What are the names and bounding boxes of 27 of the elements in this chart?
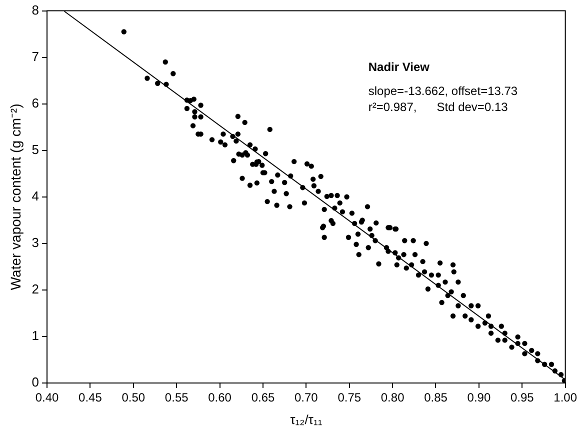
x-tick-label: 0.95 [510,390,534,405]
x-tick-label: 0.80 [380,390,405,405]
x-tick-label: 0.75 [338,390,362,405]
y-tick-label: 5 [32,142,40,157]
x-tick-label: 0.85 [424,390,448,405]
x-tick-label: 0.45 [78,390,102,405]
x-tick-label: 1.00 [554,390,578,405]
y-tick-label: 7 [32,48,40,64]
y-tick-label: 6 [32,95,40,110]
annotation: r²=0.987, Std dev=0.13 [368,100,508,114]
y-axis-title: Water vapour content (g cm⁻²) [7,104,24,290]
x-tick-label: 0.40 [35,390,60,405]
x-tick-label: 0.60 [208,390,232,405]
y-tick-label: 3 [32,235,40,250]
x-tick-label: 0.90 [467,390,491,405]
annotation: slope=-13.662, offset=13.73 [368,84,518,98]
y-tick-label: 4 [32,188,40,204]
y-tick-label: 2 [32,282,40,297]
x-axis-title: τ₁₂/τ₁₁ [290,412,323,427]
y-tick-label: 1 [32,328,40,344]
x-tick-label: 0.65 [251,390,275,405]
annotation: Nadir View [368,60,430,74]
y-tick-label: 8 [32,2,40,18]
y-tick-label: 0 [32,374,40,390]
x-tick-label: 0.50 [122,390,146,405]
x-tick-label: 0.70 [294,390,318,405]
x-tick-label: 0.55 [164,390,189,405]
